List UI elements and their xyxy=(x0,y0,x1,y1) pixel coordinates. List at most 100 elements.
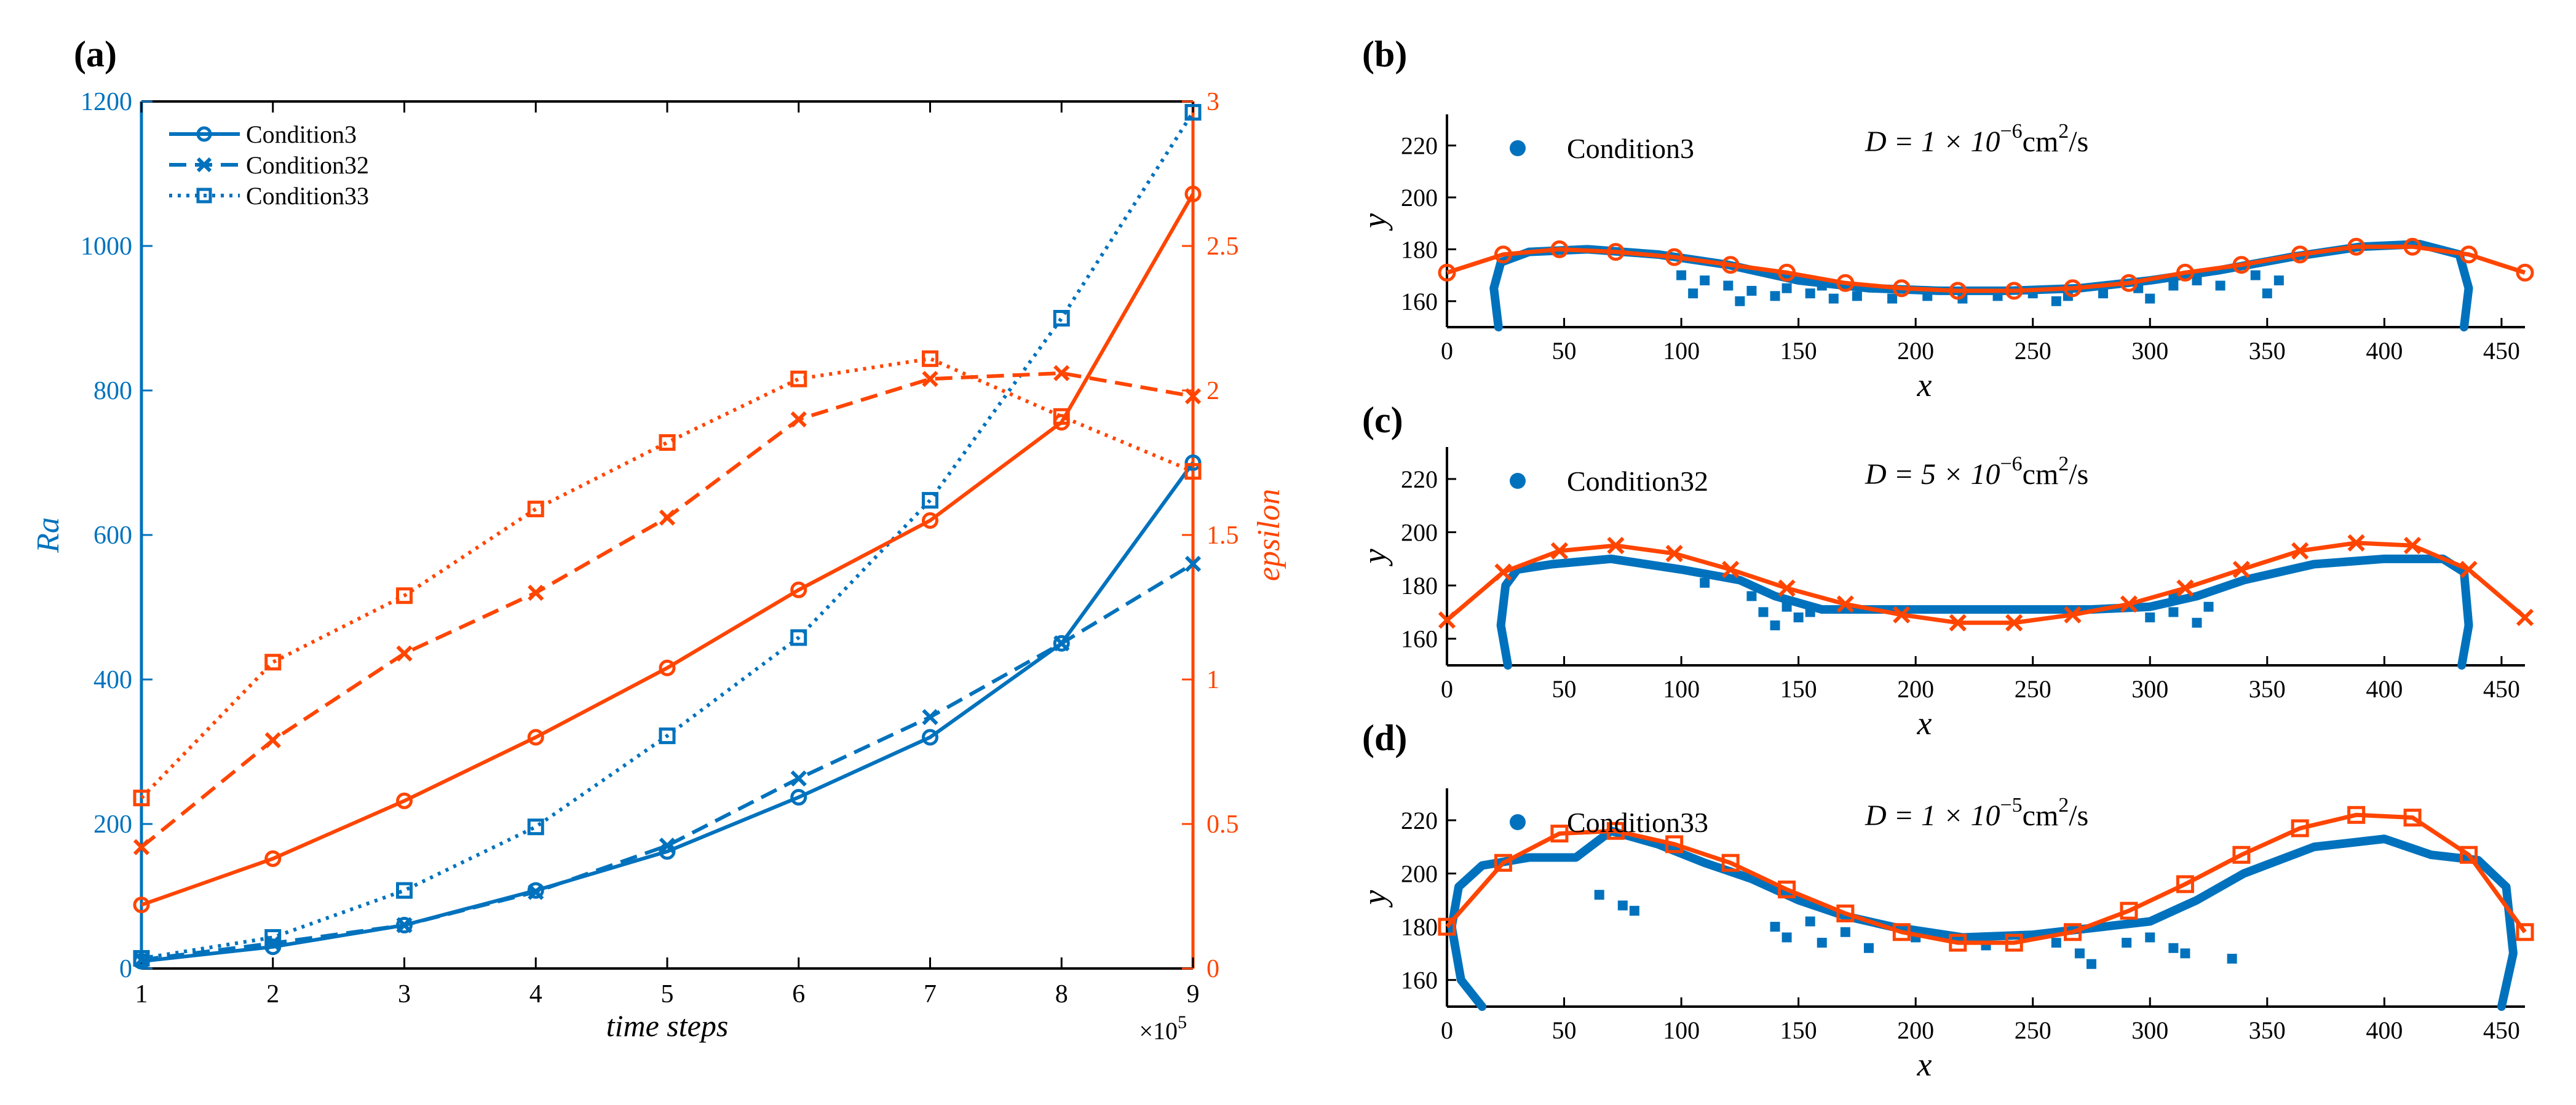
y-right-tick-label: 2 xyxy=(1207,377,1219,405)
x-tick-label: 250 xyxy=(2015,1016,2051,1044)
legend-marker xyxy=(196,157,212,173)
x-tick-label: 250 xyxy=(2015,337,2051,365)
scatter-point xyxy=(2168,943,2179,953)
data-point xyxy=(922,512,938,529)
scatter-point xyxy=(2098,288,2109,299)
scatter-point xyxy=(1700,577,1710,588)
diffusion-annotation: D = 1 × 10−6cm2/s xyxy=(1865,120,2088,158)
diffusion-exp: −5 xyxy=(2000,794,2022,817)
panel-label-b: (b) xyxy=(1362,34,1407,74)
x-tick-label: 150 xyxy=(1780,1016,1817,1044)
fit-point xyxy=(1438,263,1456,282)
x-tick-label: 3 xyxy=(398,980,411,1008)
data-point xyxy=(133,790,150,807)
scatter-point xyxy=(1770,620,1780,631)
x-tick-label: 1 xyxy=(135,980,148,1008)
legend-label: Condition3 xyxy=(246,121,357,148)
data-point xyxy=(790,411,807,428)
panel-label-c: (c) xyxy=(1362,400,1403,440)
x-tick-label: 7 xyxy=(924,980,937,1008)
scatter-point xyxy=(1817,938,1827,948)
scatter-point xyxy=(2086,959,2096,969)
series-line-condition32-left xyxy=(141,562,1194,962)
fit-point xyxy=(2347,534,2365,552)
data-point xyxy=(133,839,150,855)
x-tick-label: 200 xyxy=(1897,1016,1934,1044)
chart-c: 0 50 100 150 200 250 300 350 400 450 160 180 200 220 x… xyxy=(1356,447,2534,742)
scatter-point xyxy=(1781,932,1792,943)
fit-point xyxy=(1892,279,1911,298)
fit-point xyxy=(1494,245,1512,264)
scatter-point xyxy=(1735,296,1745,306)
fit-point xyxy=(2232,561,2251,579)
fit-point xyxy=(1949,614,1967,632)
scatter-point xyxy=(2051,938,2061,948)
fit-point xyxy=(2460,245,2478,264)
data-point xyxy=(1053,635,1070,652)
x-tick-label: 100 xyxy=(1663,337,1700,365)
x-tick-label: 50 xyxy=(1552,1016,1577,1044)
scatter-point xyxy=(1700,275,1710,286)
diffusion-exp: −6 xyxy=(2000,120,2022,143)
scatter-point xyxy=(1781,283,1792,293)
y-right-tick-label: 0.5 xyxy=(1207,810,1239,839)
fit-point xyxy=(2347,237,2366,256)
fit-point xyxy=(1550,542,1569,560)
data-point xyxy=(528,584,544,601)
fit-point xyxy=(1550,240,1569,258)
scatter-point xyxy=(2250,270,2261,280)
x-multiplier-base: ×10 xyxy=(1139,1017,1178,1045)
scatter-point xyxy=(2192,617,2202,628)
scatter-point xyxy=(1617,900,1628,911)
fit-point xyxy=(2291,245,2309,264)
x-tick-label: 0 xyxy=(1441,675,1453,703)
fit-point xyxy=(2064,606,2082,624)
scatter-point xyxy=(1992,291,2003,301)
y-right-tick-label: 2.5 xyxy=(1207,232,1239,261)
x-axis-label: time steps xyxy=(606,1008,729,1043)
data-point xyxy=(659,509,676,526)
legend-label: Condition32 xyxy=(1567,465,1708,497)
fit-point xyxy=(1778,579,1796,597)
x-multiplier-exp: 5 xyxy=(1178,1012,1187,1032)
fit-point xyxy=(1778,263,1796,282)
fit-point xyxy=(2176,263,2194,282)
fit-point xyxy=(2516,608,2534,627)
fit-point xyxy=(1836,904,1855,922)
y-tick-label: 180 xyxy=(1401,572,1438,600)
y-axis-label: y xyxy=(1356,549,1393,566)
fit-point xyxy=(2460,846,2478,864)
diffusion-unit: cm xyxy=(2023,799,2059,832)
fit-point xyxy=(1606,822,1625,840)
data-point xyxy=(396,587,413,604)
legend-label: Condition33 xyxy=(246,182,369,210)
x-tick-label: 350 xyxy=(2249,675,2286,703)
fit-point xyxy=(1665,835,1684,854)
series-line-condition33-right xyxy=(140,357,1194,799)
series-line-condition33-left xyxy=(141,111,1195,960)
fit-point xyxy=(1721,561,1740,579)
legend-label: Condition32 xyxy=(246,151,369,179)
fit-point xyxy=(1836,274,1855,292)
x-tick-label: 300 xyxy=(2131,337,2168,365)
scatter-point xyxy=(2168,280,2179,291)
scatter-point xyxy=(2192,275,2202,286)
scatter-point xyxy=(1770,922,1780,932)
x-axis-label: x xyxy=(1917,705,1932,742)
legend-label: Condition3 xyxy=(1567,133,1694,164)
diffusion-exp: −6 xyxy=(2000,453,2022,475)
data-point xyxy=(790,629,807,646)
y-tick-label: 200 xyxy=(1401,519,1438,547)
legend-marker xyxy=(196,188,212,204)
x-tick-label: 50 xyxy=(1552,675,1577,703)
data-point xyxy=(790,370,807,387)
legend-label: Condition33 xyxy=(1567,807,1708,838)
fit-line xyxy=(1445,812,2527,945)
x-tick-label: 6 xyxy=(792,980,805,1008)
data-point xyxy=(922,708,938,726)
data-boundary xyxy=(1496,554,2473,670)
y-left-tick-label: 400 xyxy=(93,666,132,694)
scatter-point xyxy=(2227,954,2237,964)
x-tick-label: 300 xyxy=(2131,675,2168,703)
fit-point xyxy=(2005,282,2023,300)
